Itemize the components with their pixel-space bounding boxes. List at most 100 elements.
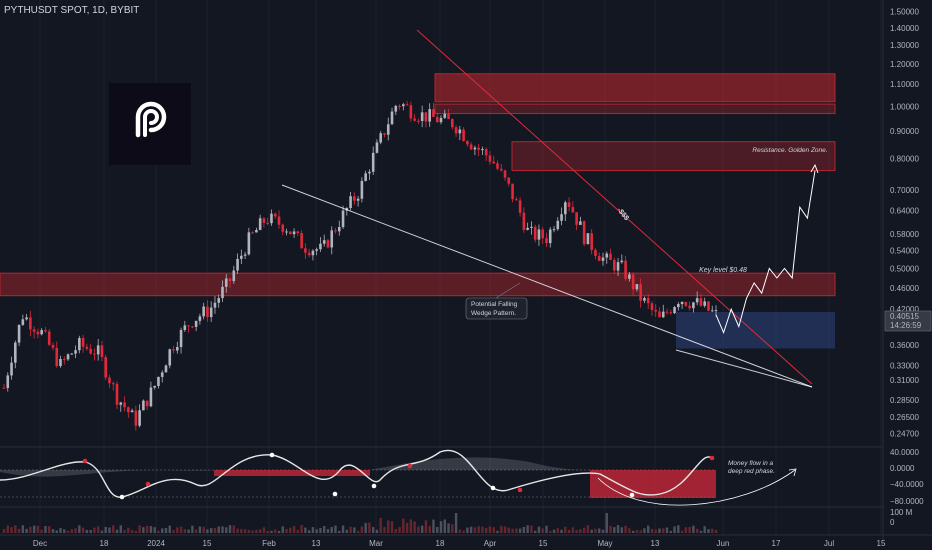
candle-body: [375, 142, 379, 153]
price-tick-label: 0.50000: [890, 264, 919, 273]
candle-body: [371, 152, 375, 172]
time-tick-label: Mar: [369, 539, 383, 548]
volume-bar: [409, 519, 413, 533]
pyth-network-logo-icon: [109, 83, 191, 165]
candle-body: [17, 324, 21, 343]
volume-bar: [183, 529, 187, 533]
volume-bar: [243, 529, 247, 533]
volume-bar: [142, 527, 145, 533]
candle-body: [639, 284, 642, 301]
volume-bar: [684, 527, 688, 533]
candle-body: [349, 196, 352, 209]
volume-bar: [149, 526, 153, 533]
volume-bar: [296, 529, 300, 533]
candle-body: [326, 240, 330, 248]
candle-body: [168, 349, 172, 366]
price-tick-label: 1.20000: [890, 60, 919, 69]
volume-bar: [81, 527, 85, 533]
volume-bars: [0, 506, 883, 533]
candle-body: [680, 301, 684, 305]
wedge-lower-line: [675, 349, 813, 388]
volume-bar: [428, 525, 431, 533]
current-price-tag: 0.40515 14:26:59: [884, 310, 932, 332]
volume-bar: [469, 526, 473, 533]
money-flow-signal-dot: [82, 458, 88, 464]
price-tick-label: 1.30000: [890, 41, 919, 50]
candle-body: [315, 249, 318, 251]
volume-bar: [545, 525, 548, 533]
volume-bar: [662, 528, 665, 533]
candle-body: [643, 297, 646, 301]
volume-bar: [315, 529, 318, 533]
volume-bar: [530, 525, 533, 533]
money-flow-signal-dot: [629, 492, 635, 498]
candle-body: [417, 120, 420, 122]
candle-body: [409, 105, 413, 119]
candle-body: [232, 270, 236, 282]
candle-body: [605, 253, 609, 258]
volume-bar: [153, 527, 156, 533]
candle-body: [420, 112, 424, 121]
time-tick-label: 15: [203, 539, 212, 548]
volume-bar: [240, 529, 243, 533]
candle-body: [236, 258, 239, 271]
volume-bar: [130, 529, 134, 533]
candle-body: [579, 221, 582, 225]
volume-bar: [677, 525, 680, 533]
candle-body: [292, 231, 296, 235]
volume-bar: [232, 525, 235, 533]
volume-bar: [326, 529, 330, 533]
money-flow-oscillator: [0, 446, 883, 506]
volume-bar: [225, 527, 228, 533]
volume-bar: [311, 527, 315, 533]
volume-bar: [628, 528, 631, 533]
candles: [2, 100, 718, 431]
price-tick-label: 0.90000: [890, 127, 919, 136]
candle-body: [187, 325, 190, 327]
volume-bar: [398, 527, 401, 533]
volume-bar: [695, 528, 699, 533]
volume-bar: [176, 527, 179, 533]
price-tick-label: 0.31000: [890, 376, 919, 385]
candle-body: [74, 350, 77, 354]
volume-bar: [402, 518, 405, 533]
candle-body: [541, 229, 545, 239]
candle-body: [364, 173, 367, 181]
candle-body: [160, 372, 164, 377]
candle-body: [612, 259, 616, 271]
candle-body: [179, 329, 183, 348]
volume-bar: [639, 530, 642, 533]
price-tick-label: 1.40000: [890, 24, 919, 33]
volume-bar: [462, 530, 465, 533]
volume-bar: [616, 525, 620, 533]
candle-body: [624, 260, 627, 279]
candle-body: [51, 344, 55, 348]
volume-bar: [481, 526, 484, 533]
candle-body: [255, 230, 258, 233]
volume-bar: [451, 524, 454, 533]
volume-bar: [564, 526, 567, 533]
candle-body: [665, 311, 669, 313]
volume-bar: [624, 525, 627, 533]
candle-body: [2, 387, 6, 389]
candle-body: [586, 233, 590, 245]
volume-bar: [473, 527, 477, 533]
volume-bar: [567, 529, 571, 533]
candle-body: [458, 129, 462, 134]
money-flow-area: [0, 470, 214, 477]
candle-body: [330, 230, 334, 248]
volume-bar: [556, 528, 559, 533]
volume-bar: [522, 526, 526, 533]
money-flow-label-line1: Money flow in a: [728, 460, 774, 467]
volume-bar: [21, 525, 25, 533]
volume-bar: [127, 527, 130, 533]
volume-bar: [198, 526, 202, 533]
volume-bar: [368, 522, 371, 533]
volume-bar: [345, 529, 349, 533]
descending-resistance-line: [416, 29, 813, 385]
volume-bar: [586, 525, 590, 533]
volume-bar: [511, 528, 514, 533]
candle-body: [379, 133, 383, 143]
candle-body: [224, 278, 228, 287]
volume-bar: [74, 528, 77, 533]
